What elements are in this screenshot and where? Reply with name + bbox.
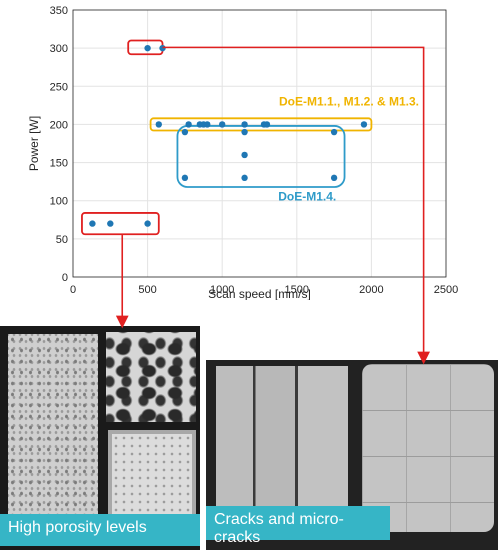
data-point bbox=[181, 174, 189, 182]
data-point bbox=[204, 121, 211, 128]
data-point bbox=[144, 220, 151, 227]
x-tick-label: 0 bbox=[70, 284, 76, 296]
x-tick-label: 500 bbox=[138, 284, 156, 296]
data-point bbox=[159, 44, 166, 52]
data-point bbox=[181, 128, 189, 136]
data-point bbox=[241, 174, 248, 182]
y-tick-label: 0 bbox=[62, 272, 68, 284]
y-tick-label: 50 bbox=[56, 234, 68, 246]
y-tick-label: 300 bbox=[50, 43, 68, 55]
data-point bbox=[185, 121, 192, 128]
data-point bbox=[263, 121, 271, 128]
data-point bbox=[107, 220, 114, 227]
crack-sample-square bbox=[362, 364, 494, 532]
x-tick-label: 2500 bbox=[434, 284, 458, 296]
data-point bbox=[241, 121, 248, 128]
data-point bbox=[241, 128, 248, 136]
porous-sample-bar bbox=[8, 334, 98, 546]
data-point bbox=[241, 151, 248, 159]
data-point bbox=[360, 121, 368, 128]
y-tick-label: 250 bbox=[50, 81, 68, 93]
data-point bbox=[330, 174, 338, 182]
caption-right: Cracks and micro-cracks bbox=[206, 506, 390, 546]
porosity-micrograph: High porosity levels bbox=[0, 326, 200, 550]
y-tick-label: 100 bbox=[50, 196, 68, 208]
x-tick-label: 2000 bbox=[359, 284, 383, 296]
x-axis-title: Scan speed [mm/s] bbox=[208, 287, 311, 300]
data-point bbox=[89, 220, 96, 227]
porous-sample-square-top bbox=[106, 332, 196, 422]
y-tick-label: 350 bbox=[50, 5, 68, 17]
low-power-box bbox=[81, 212, 160, 236]
cracks-micrograph: Cracks and micro-cracks bbox=[206, 360, 498, 550]
y-axis-title: Power [W] bbox=[27, 116, 41, 171]
annotation-doe-m14: DoE-M1.4. bbox=[278, 190, 336, 204]
data-point bbox=[144, 44, 151, 52]
data-point bbox=[219, 121, 226, 128]
caption-left: High porosity levels bbox=[0, 514, 200, 546]
scatter-chart: 0 500 1000 1500 2000 250005010015020025030035… bbox=[27, 5, 458, 300]
data-point bbox=[330, 128, 338, 136]
y-tick-label: 150 bbox=[50, 158, 68, 170]
annotation-doe-m1123: DoE-M1.1., M1.2. & M1.3. bbox=[279, 94, 419, 108]
y-tick-label: 200 bbox=[50, 119, 68, 131]
data-point bbox=[155, 121, 162, 128]
